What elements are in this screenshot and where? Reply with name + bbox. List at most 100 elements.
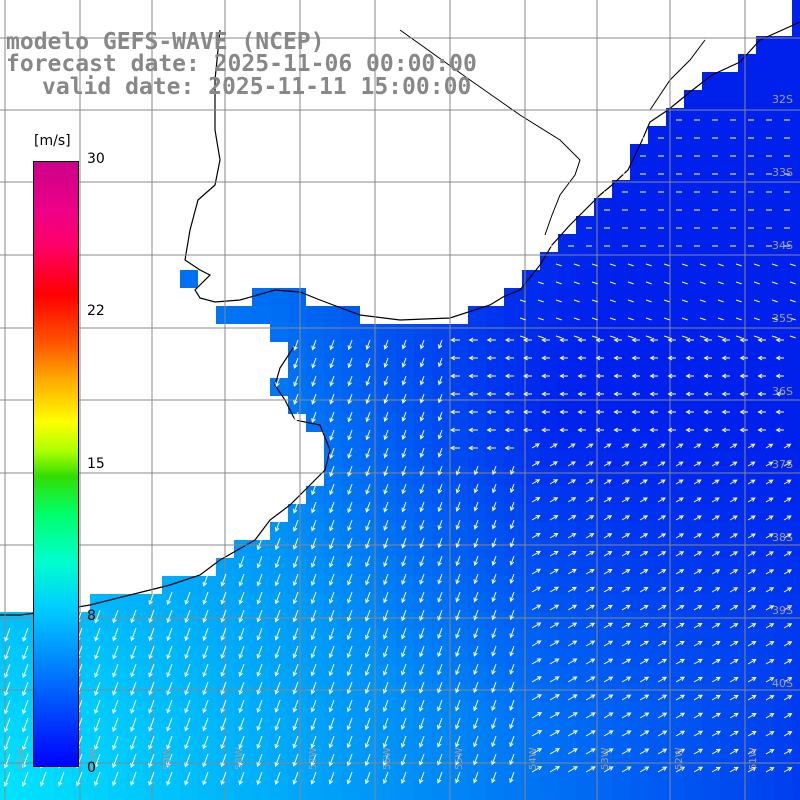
wind-arrow xyxy=(675,461,684,467)
ocean-cell xyxy=(684,252,702,270)
ocean-cell xyxy=(684,198,702,216)
wind-arrow xyxy=(450,355,460,361)
ocean-cell xyxy=(612,774,630,792)
wind-arrow xyxy=(735,335,742,339)
wind-arrow xyxy=(747,623,757,629)
ocean-cell xyxy=(432,414,450,432)
wind-arrow xyxy=(238,753,245,768)
wind-arrow xyxy=(729,730,739,737)
wind-arrow xyxy=(419,483,425,495)
ocean-cell xyxy=(720,324,738,342)
ocean-cell xyxy=(144,630,162,648)
wind-arrow xyxy=(783,533,792,539)
wind-arrow xyxy=(621,694,632,701)
ocean-cell xyxy=(504,288,522,306)
wind-arrow xyxy=(473,519,479,530)
ocean-cell xyxy=(702,756,720,774)
ocean-cell xyxy=(738,306,756,324)
wind-arrow xyxy=(621,658,632,665)
wind-arrow xyxy=(364,609,371,622)
wind-arrow xyxy=(382,699,389,713)
ocean-cell xyxy=(630,216,648,234)
wind-arrow xyxy=(693,623,703,629)
wind-arrow xyxy=(657,640,667,647)
wind-arrow xyxy=(365,429,371,441)
wind-arrow xyxy=(468,409,478,415)
ocean-cell xyxy=(540,594,558,612)
ocean-cell xyxy=(738,144,756,162)
wind-arrow xyxy=(311,411,317,423)
wind-arrow xyxy=(549,712,560,719)
ocean-cell xyxy=(702,288,720,306)
wind-arrow xyxy=(541,427,550,433)
wind-arrow xyxy=(436,771,443,784)
wind-arrow xyxy=(473,663,479,676)
ocean-cell xyxy=(414,414,432,432)
ocean-cell xyxy=(234,630,252,648)
wind-arrow xyxy=(311,339,317,351)
wind-arrow xyxy=(436,717,443,730)
wind-arrow xyxy=(256,663,263,677)
wind-arrow xyxy=(585,479,594,485)
wind-arrow xyxy=(293,375,299,387)
wind-arrow xyxy=(491,609,497,621)
wind-arrow xyxy=(419,519,425,531)
ocean-cell xyxy=(90,702,108,720)
wind-arrow xyxy=(645,317,652,321)
wind-arrow xyxy=(747,587,757,593)
wind-arrow xyxy=(621,569,631,575)
wind-arrow xyxy=(328,735,335,749)
ocean-cell xyxy=(468,684,486,702)
ocean-cell xyxy=(270,666,288,684)
wind-arrow xyxy=(202,591,209,605)
ocean-cell xyxy=(450,540,468,558)
ocean-cell xyxy=(576,576,594,594)
ocean-cell xyxy=(0,648,18,666)
wind-arrow xyxy=(721,409,730,415)
wind-arrow xyxy=(437,609,443,621)
ocean-cell xyxy=(792,360,800,378)
wind-arrow xyxy=(383,591,389,604)
wind-arrow xyxy=(585,604,595,611)
ocean-cell xyxy=(648,702,666,720)
ocean-cell xyxy=(756,126,774,144)
ocean-cell xyxy=(792,792,800,800)
ocean-cell xyxy=(180,648,198,666)
wind-arrow xyxy=(346,627,353,641)
ocean-cell xyxy=(486,774,504,792)
ocean-cell xyxy=(648,180,666,198)
ocean-cell xyxy=(198,594,216,612)
ocean-cell xyxy=(756,234,774,252)
ocean-cell xyxy=(666,576,684,594)
wind-arrow xyxy=(753,317,760,321)
ocean-cell xyxy=(720,252,738,270)
wind-arrow xyxy=(437,465,443,476)
wind-arrow xyxy=(21,753,29,769)
ocean-cell xyxy=(792,108,800,126)
ocean-cell xyxy=(594,792,612,800)
ocean-cell xyxy=(252,306,270,324)
wind-arrow xyxy=(675,443,684,449)
ocean-cell xyxy=(720,594,738,612)
wind-arrow xyxy=(639,730,650,737)
wind-arrow xyxy=(603,479,612,485)
wind-arrow xyxy=(729,641,739,647)
ocean-cell xyxy=(504,522,522,540)
wind-arrow xyxy=(401,609,407,622)
ocean-cell xyxy=(774,630,792,648)
ocean-cell xyxy=(630,612,648,630)
ocean-cell xyxy=(198,630,216,648)
ocean-cell xyxy=(540,774,558,792)
wind-arrow xyxy=(765,515,774,521)
ocean-cell xyxy=(576,342,594,360)
wind-arrow xyxy=(757,337,766,343)
wind-arrow xyxy=(293,339,299,351)
ocean-cell xyxy=(486,306,504,324)
wind-arrow xyxy=(603,443,612,449)
ocean-cell xyxy=(774,342,792,360)
ocean-cell xyxy=(414,432,432,450)
ocean-cell xyxy=(648,306,666,324)
ocean-cell xyxy=(612,630,630,648)
ocean-cell xyxy=(162,630,180,648)
ocean-cell xyxy=(468,558,486,576)
